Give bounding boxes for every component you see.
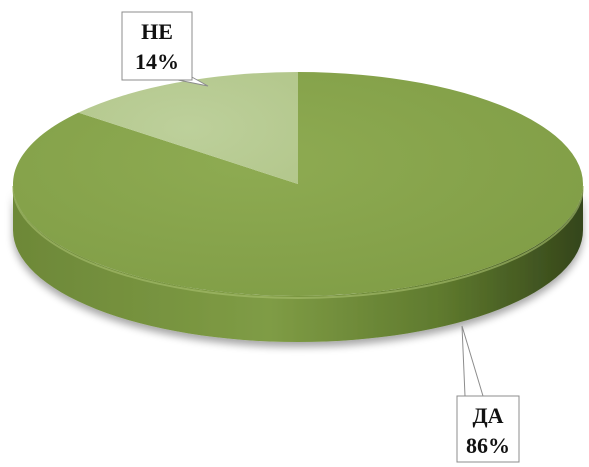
slice-category-label: НЕ (141, 19, 173, 44)
label-leader-line (461, 325, 484, 397)
pie-labels: ДА 86% НЕ 14% (121, 11, 520, 463)
data-label-ne: НЕ 14% (121, 11, 209, 87)
pie-rim-highlight (12, 185, 584, 299)
pie-slice-ne (78, 72, 299, 184)
slice-value-label: 86% (466, 433, 510, 458)
label-box (121, 11, 193, 81)
data-label-da: ДА 86% (456, 325, 520, 463)
pie-top-face (12, 72, 584, 296)
slice-category-label: ДА (472, 403, 503, 428)
pie-side-wall (12, 184, 584, 342)
label-box (456, 395, 520, 463)
slice-value-label: 14% (135, 49, 179, 74)
pie-side-wall-band (13, 184, 583, 342)
